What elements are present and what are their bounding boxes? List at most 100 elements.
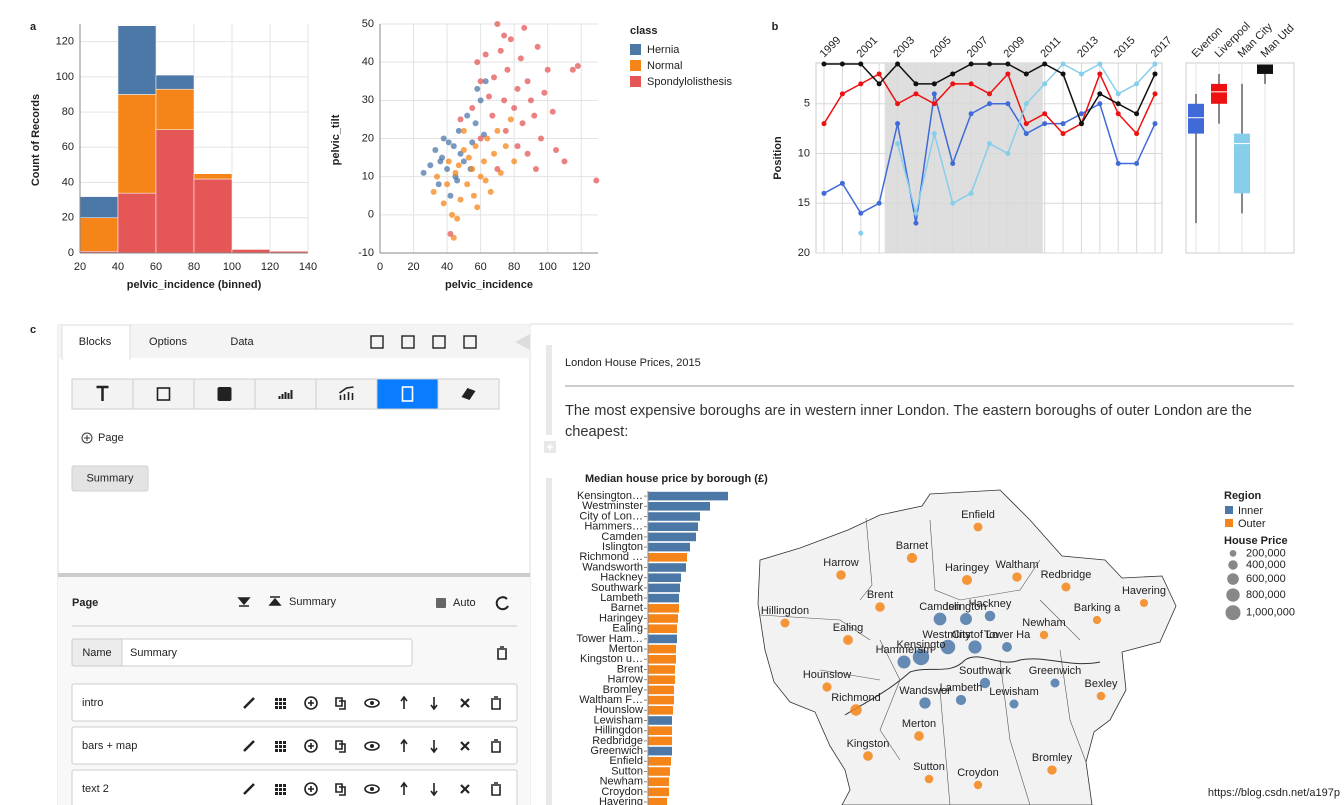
bubble [1061, 582, 1071, 592]
layout-icon [279, 702, 282, 705]
remove-icon[interactable] [460, 784, 470, 794]
trash-icon[interactable] [491, 782, 501, 796]
collapse-arrow[interactable] [515, 334, 530, 350]
add-page-icon[interactable] [81, 432, 93, 444]
bubble [955, 694, 967, 706]
copy-icon[interactable] [335, 783, 346, 796]
legend-swatch [630, 76, 641, 87]
selection[interactable] [884, 63, 1043, 253]
bar [648, 757, 671, 766]
bar-segment [193, 178, 233, 254]
block-type-icon [96, 385, 109, 401]
visibility-icon[interactable] [364, 784, 380, 794]
point [502, 127, 509, 134]
point [532, 166, 539, 173]
visibility-icon[interactable] [364, 741, 380, 751]
toolbar-icon[interactable] [463, 335, 477, 349]
bar [648, 746, 672, 756]
bubble [1047, 765, 1057, 775]
trash-icon[interactable] [491, 739, 501, 753]
bubble [1039, 630, 1049, 640]
bar-segment [231, 249, 271, 254]
block-type-button[interactable] [376, 378, 439, 410]
edit-icon[interactable] [243, 740, 255, 752]
legend-label: Spondylolisthesis [647, 76, 732, 88]
toolbar-icon[interactable] [401, 335, 415, 349]
up-icon[interactable] [400, 738, 408, 752]
series-point [950, 71, 956, 77]
up-icon[interactable] [400, 695, 408, 709]
visibility-icon[interactable] [364, 698, 380, 708]
point [477, 97, 484, 104]
move-bottom-icon[interactable] [237, 597, 251, 607]
series-point [1115, 111, 1121, 117]
series-point [821, 190, 827, 196]
series-point [1134, 131, 1140, 137]
y-tick-label: 60 [62, 141, 74, 153]
bar [648, 726, 672, 735]
trash-icon[interactable] [491, 696, 501, 710]
x-tick-label: 120 [572, 261, 590, 273]
series-point [876, 81, 882, 87]
bubble [940, 639, 956, 655]
block-row[interactable] [71, 769, 518, 805]
map-label: Islington [946, 601, 987, 613]
point [514, 85, 521, 92]
legend-label: Hernia [647, 44, 680, 56]
series-point [1097, 61, 1103, 67]
remove-icon[interactable] [460, 698, 470, 708]
block-handle [546, 345, 552, 435]
block-type-button[interactable] [193, 378, 256, 410]
edit-icon[interactable] [243, 783, 255, 795]
series-point [1060, 61, 1066, 67]
series-point [895, 121, 901, 127]
insert-icon [308, 786, 314, 792]
move-top-icon[interactable] [268, 596, 282, 606]
summary-button[interactable] [71, 465, 149, 492]
block-type-icon [339, 386, 354, 400]
block-type-icon [217, 387, 232, 401]
bar [648, 522, 698, 531]
trash-icon[interactable] [497, 646, 507, 660]
block-type-button[interactable] [315, 378, 378, 410]
x-tick-label: 60 [474, 261, 486, 273]
block-row[interactable] [71, 683, 518, 722]
insert-icon[interactable] [304, 696, 318, 710]
remove-icon[interactable] [460, 741, 470, 751]
toolbar-icon[interactable] [370, 335, 384, 349]
refresh-icon[interactable] [495, 596, 509, 611]
up-icon[interactable] [400, 781, 408, 795]
watermark: https://blog.csdn.net/a197p [1208, 787, 1340, 799]
insert-icon [308, 700, 314, 706]
bubble [780, 618, 790, 628]
toolbar-icon[interactable] [432, 335, 446, 349]
bar [648, 491, 728, 501]
point [569, 66, 576, 73]
copy-icon[interactable] [335, 697, 346, 710]
point [472, 143, 479, 150]
down-icon[interactable] [430, 740, 438, 754]
series-point [950, 160, 956, 166]
block-row[interactable] [71, 726, 518, 765]
y-tick-label: City of Lon… [579, 510, 643, 522]
block-type-button[interactable] [132, 378, 195, 410]
down-icon[interactable] [430, 697, 438, 711]
down-icon[interactable] [430, 783, 438, 797]
y-tick-label: Camden [601, 531, 643, 543]
series-point [987, 91, 992, 97]
map-outline [757, 489, 1177, 805]
auto-checkbox[interactable] [436, 598, 446, 608]
point [544, 66, 551, 73]
edit-icon[interactable] [243, 697, 255, 709]
insert-icon[interactable] [304, 782, 318, 796]
map-label: Sutton [913, 761, 945, 773]
copy-icon[interactable] [335, 740, 346, 753]
map-label: Havering [1122, 585, 1166, 597]
bubble [1092, 615, 1102, 625]
name-input[interactable] [71, 638, 413, 667]
point [593, 177, 600, 184]
series-point [1005, 61, 1011, 67]
layout-icon [283, 788, 286, 791]
insert-icon[interactable] [304, 739, 318, 753]
x-tick-label: 2007 [965, 34, 991, 60]
